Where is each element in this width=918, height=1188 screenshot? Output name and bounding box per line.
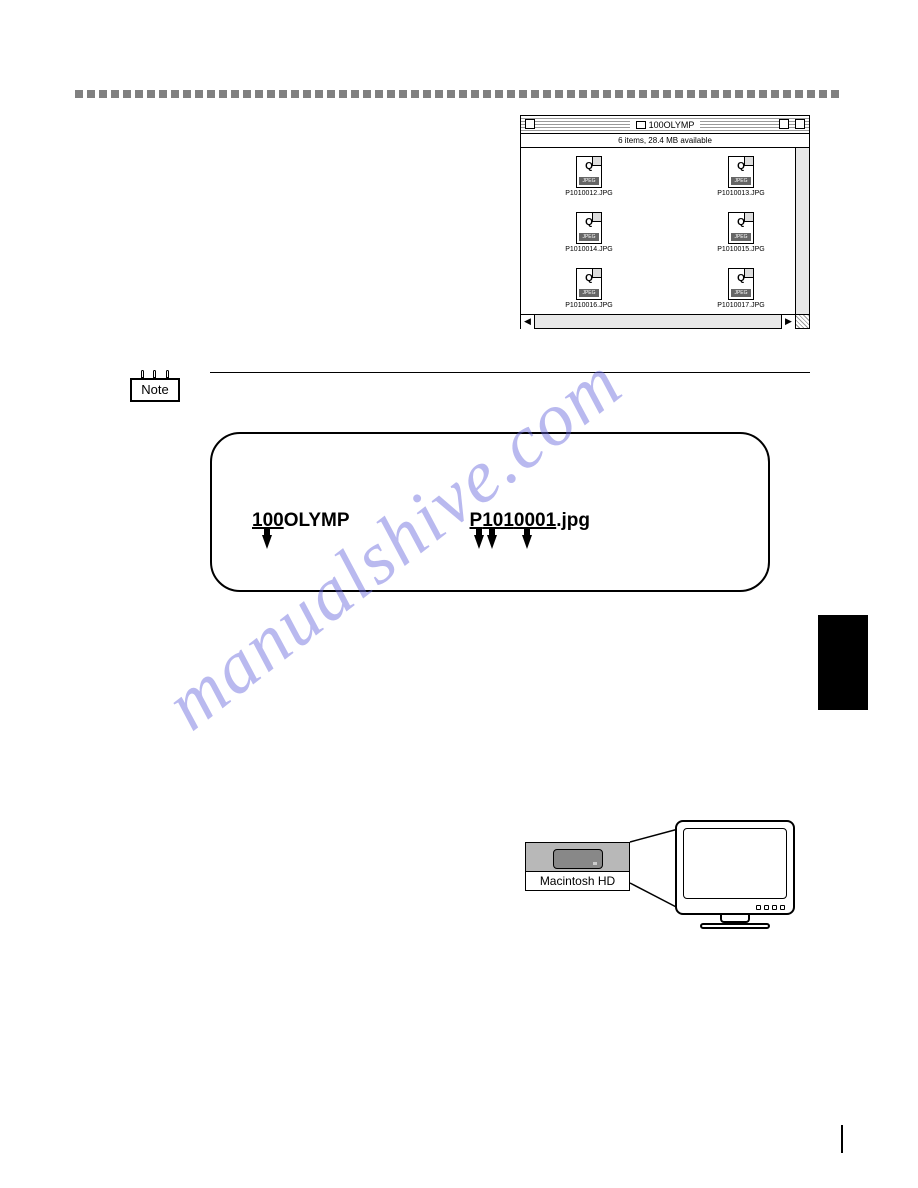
folder-name-column: 100OLYMP [252,510,350,549]
hd-drive-icon [553,849,603,869]
jpeg-file-icon: QJPEG [728,156,754,188]
finder-titlebar[interactable]: 100OLYMP [521,116,809,134]
finder-content: QJPEG P1010012.JPG QJPEG P1010013.JPG QJ… [521,148,809,328]
down-arrow-icon [487,535,497,549]
naming-explanation-box: 100OLYMP P1010001.jpg [210,432,770,592]
down-arrow-icon [522,535,532,549]
finder-info-bar: 6 items, 28.4 MB available [521,134,809,148]
finder-window: 100OLYMP 6 items, 28.4 MB available QJPE… [520,115,810,329]
note-label: Note [130,378,180,402]
hd-icon: Macintosh HD [525,842,630,891]
file-name: P1010015.JPG [717,246,764,253]
down-arrow-icon [474,535,484,549]
file-item[interactable]: QJPEG P1010012.JPG [533,156,645,197]
file-name: P1010017.JPG [717,302,764,309]
window-close-box[interactable] [525,119,535,129]
dotted-separator [75,90,843,98]
file-item[interactable]: QJPEG P1010014.JPG [533,212,645,253]
jpeg-file-icon: QJPEG [576,212,602,244]
file-name-column: P1010001.jpg [470,510,590,549]
jpeg-file-icon: QJPEG [728,212,754,244]
window-title-text: 100OLYMP [649,120,695,130]
window-zoom-box[interactable] [779,119,789,129]
jpeg-file-icon: QJPEG [576,156,602,188]
hd-label: Macintosh HD [526,871,629,890]
jpeg-file-icon: QJPEG [728,268,754,300]
resize-corner[interactable] [795,314,809,328]
file-name: P1010013.JPG [717,190,764,197]
file-name: P1010012.JPG [565,190,612,197]
scroll-right-arrow[interactable]: ▶ [781,315,795,329]
page-footer-bar [841,1125,843,1153]
file-item[interactable]: QJPEG P1010017.JPG [685,268,797,309]
file-name: P1010016.JPG [565,302,612,309]
note-badge: Note [130,370,180,402]
file-item[interactable]: QJPEG P1010013.JPG [685,156,797,197]
monitor-screen [675,820,795,915]
horizontal-scrollbar[interactable]: ◀ ▶ [521,314,795,328]
horizontal-rule [210,372,810,373]
folder-mini-icon [636,121,646,129]
vertical-scrollbar[interactable] [795,148,809,314]
window-collapse-box[interactable] [795,119,805,129]
window-title: 100OLYMP [630,120,701,130]
scroll-left-arrow[interactable]: ◀ [521,315,535,329]
monitor-icon [675,820,795,929]
file-item[interactable]: QJPEG P1010015.JPG [685,212,797,253]
file-name: P1010014.JPG [565,246,612,253]
jpeg-file-icon: QJPEG [576,268,602,300]
down-arrow-icon [262,535,272,549]
file-item[interactable]: QJPEG P1010016.JPG [533,268,645,309]
file-grid: QJPEG P1010012.JPG QJPEG P1010013.JPG QJ… [533,156,797,309]
section-tab [818,615,868,710]
